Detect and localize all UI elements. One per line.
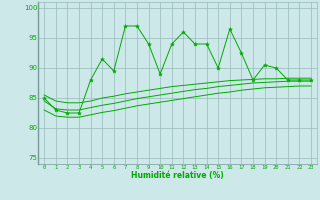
X-axis label: Humidité relative (%): Humidité relative (%) xyxy=(131,171,224,180)
